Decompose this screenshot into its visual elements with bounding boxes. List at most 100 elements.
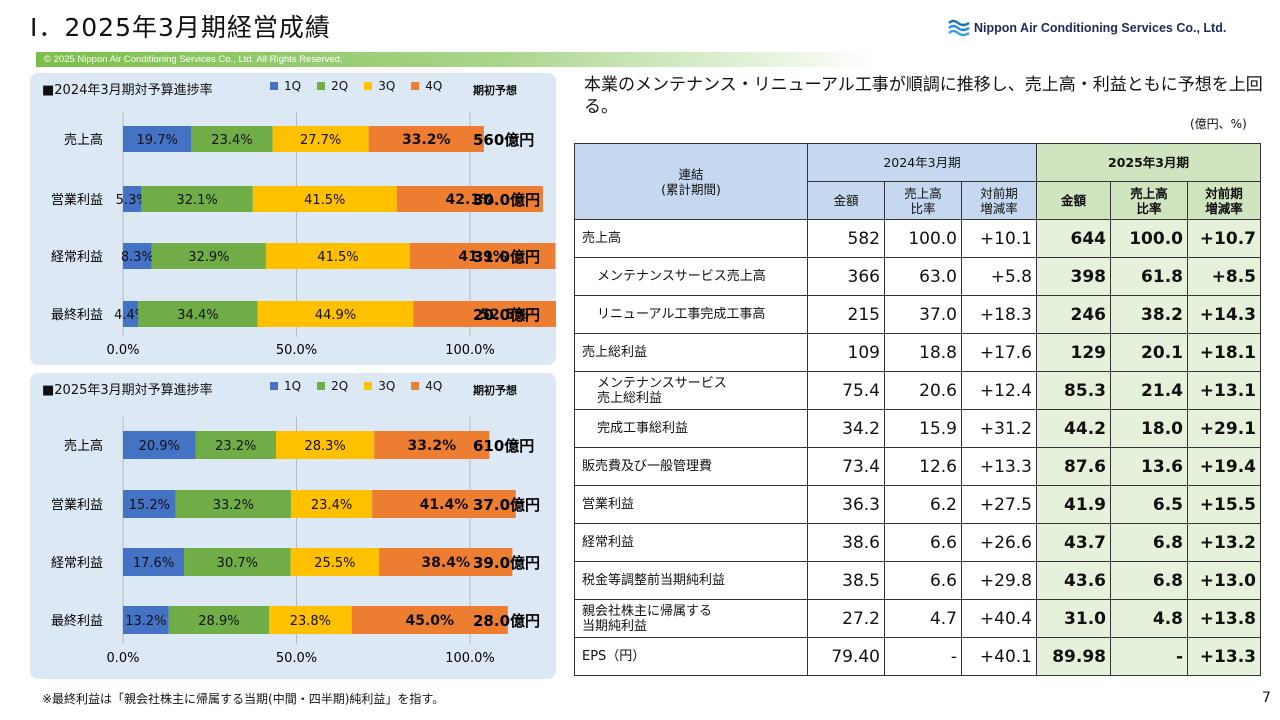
- x-tick-label: 100.0%: [445, 343, 495, 358]
- table-cell: +15.5: [1187, 485, 1261, 524]
- legend-item-2q: 2Q: [317, 379, 348, 393]
- legend-label: 3Q: [378, 379, 396, 393]
- table-cell: +18.3: [961, 295, 1037, 334]
- table-cell: 582: [807, 219, 885, 258]
- forecast-value: 560億円: [473, 131, 534, 149]
- legend-item-1q: 1Q: [270, 379, 301, 393]
- data-label: 34.4%: [177, 308, 218, 323]
- data-label: 30.7%: [217, 556, 258, 571]
- forecast-value: 30.0億円: [473, 191, 540, 209]
- data-label: 44.9%: [315, 308, 356, 323]
- table-cell: +26.6: [961, 523, 1037, 562]
- table-cell: 61.8: [1110, 257, 1188, 296]
- table-cell: +31.2: [961, 409, 1037, 448]
- data-label: 41.4%: [420, 497, 469, 513]
- header-line: 売上高: [1130, 185, 1168, 201]
- bar-segment-1q: [123, 548, 185, 576]
- bar-segment-3q: [290, 490, 373, 518]
- table-row: 売上総利益 109 18.8 +17.6 129 20.1 +18.1: [574, 333, 1261, 372]
- bar-segment-1q: [123, 490, 176, 518]
- table-cell: 79.40: [807, 637, 885, 676]
- header-line: 売上高: [904, 185, 942, 201]
- table-cell: 109: [807, 333, 885, 372]
- legend-label: 1Q: [284, 79, 302, 93]
- table-cell: 6.8: [1110, 561, 1188, 600]
- table-cell: +40.1: [961, 637, 1037, 676]
- legend-item-2q: 2Q: [317, 79, 348, 93]
- chart-panel-2024: ■2024年3月期対予算進捗率 1Q 2Q 3Q 4Q 期初予想 売上高 19.7…: [30, 73, 556, 365]
- row-label: 親会社株主に帰属する 当期純利益: [574, 599, 808, 638]
- table-cell: -: [884, 637, 962, 676]
- legend-swatch: [317, 382, 326, 390]
- table-cell: 129: [1036, 333, 1111, 372]
- data-label: 52.5%: [480, 307, 529, 323]
- legend-swatch: [270, 82, 278, 90]
- legend-item-4q: 4Q: [411, 379, 442, 393]
- legend-label: 4Q: [425, 379, 443, 393]
- table-cell: +13.1: [1187, 371, 1261, 410]
- forecast-value: 20.0億円: [473, 306, 540, 324]
- category-label: 売上高: [64, 132, 103, 148]
- table-cell: 36.3: [807, 485, 885, 524]
- forecast-value: 39.0億円: [473, 554, 540, 572]
- table-cell: 38.5: [807, 561, 885, 600]
- data-label: 20.9%: [139, 439, 180, 454]
- bar-segment-1q: [123, 301, 139, 327]
- table-row: 税金等調整前当期純利益 38.5 6.6 +29.8 43.6 6.8 +13.0: [574, 561, 1261, 600]
- row-label: 完成工事総利益: [574, 409, 808, 448]
- table-cell: 398: [1036, 257, 1111, 296]
- table-cell: 43.6: [1036, 561, 1111, 600]
- table-row: 完成工事総利益 34.2 15.9 +31.2 44.2 18.0 +29.1: [574, 409, 1261, 448]
- table-cell: 215: [807, 295, 885, 334]
- bar-segment-4q: [374, 431, 490, 459]
- row-label: 売上総利益: [574, 333, 808, 372]
- table-corner-header: 連結 (累計期間): [574, 143, 808, 220]
- data-label: 25.5%: [314, 556, 355, 571]
- table-cell: +13.2: [1187, 523, 1261, 562]
- financial-results-table: 連結 (累計期間) 2024年3月期 2025年3月期 金額 売上高 比率 対前期増…: [574, 143, 1261, 676]
- table-cell: 4.8: [1110, 599, 1188, 638]
- legend-label: 4Q: [425, 79, 443, 93]
- header-line: 比率: [910, 200, 936, 216]
- bar-segment-2q: [141, 186, 253, 212]
- data-label: 45.0%: [405, 613, 454, 629]
- period-header-2025: 2025年3月期: [1036, 143, 1261, 182]
- bar-segment-4q: [396, 186, 543, 212]
- category-label: 売上高: [64, 438, 103, 454]
- table-row: 親会社株主に帰属する 当期純利益 27.2 4.7 +40.4 31.0 4.8 +13.8: [574, 599, 1261, 638]
- change-header: 対前期 増減率: [961, 181, 1037, 220]
- legend-item-3q: 3Q: [364, 379, 395, 393]
- corner-line: (累計期間): [661, 181, 721, 197]
- amount-header: 金額: [1036, 181, 1111, 220]
- table-row: メンテナンスサービス 売上総利益 75.4 20.6 +12.4 85.3 21.4 +13.…: [574, 371, 1261, 410]
- table-cell: +10.1: [961, 219, 1037, 258]
- table-cell: +27.5: [961, 485, 1037, 524]
- bar-segment-1q: [123, 431, 196, 459]
- table-cell: 18.0: [1110, 409, 1188, 448]
- table-cell: 246: [1036, 295, 1111, 334]
- bar-segment-4q: [368, 126, 484, 152]
- data-label: 38.4%: [421, 555, 470, 571]
- bar-segment-2q: [191, 126, 273, 152]
- data-label: 13.2%: [125, 614, 166, 629]
- forecast-value: 28.0億円: [473, 612, 540, 630]
- table-cell: +13.3: [1187, 637, 1261, 676]
- table-cell: 63.0: [884, 257, 962, 296]
- data-label: 41.5%: [317, 250, 358, 265]
- x-tick-label: 0.0%: [106, 343, 139, 358]
- bar-segment-3q: [257, 301, 414, 327]
- data-label: 28.9%: [198, 614, 239, 629]
- data-label: 19.7%: [137, 133, 178, 148]
- bar-segment-3q: [269, 606, 352, 634]
- bar-segment-1q: [123, 606, 169, 634]
- table-cell: 6.2: [884, 485, 962, 524]
- legend-swatch: [364, 382, 373, 390]
- bar-segment-4q: [372, 490, 516, 518]
- table-cell: -: [1110, 637, 1188, 676]
- row-label: 経常利益: [574, 523, 808, 562]
- table-cell: 89.98: [1036, 637, 1111, 676]
- table-cell: 34.2: [807, 409, 885, 448]
- table-cell: +10.7: [1187, 219, 1261, 258]
- row-label: 税金等調整前当期純利益: [574, 561, 808, 600]
